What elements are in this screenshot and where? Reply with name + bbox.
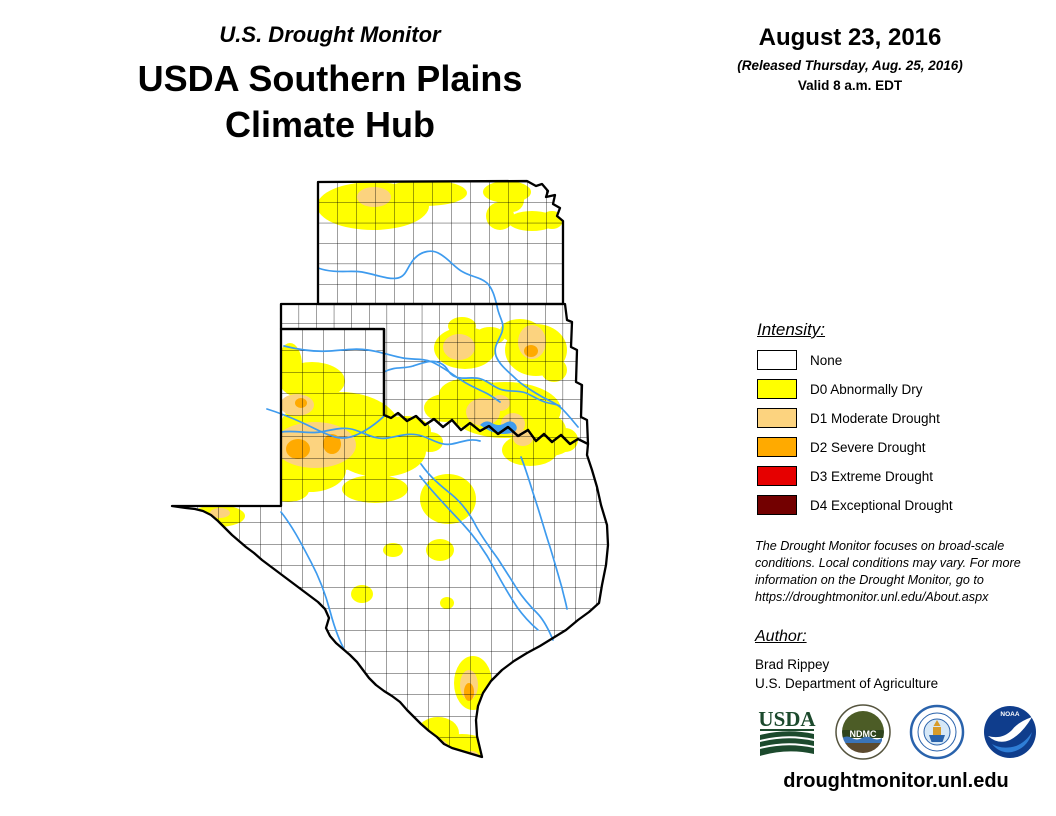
- page-title-line2: Climate Hub: [224, 104, 436, 145]
- author-name: Brad Rippey: [755, 657, 830, 672]
- legend-row-d2: D2 Severe Drought: [757, 437, 1049, 457]
- legend-heading: Intensity:: [757, 320, 826, 339]
- state-borders: [170, 179, 610, 759]
- legend-row-d1: D1 Moderate Drought: [757, 408, 1049, 428]
- swatch-none: [757, 350, 797, 370]
- website-url: droughtmonitor.unl.edu: [783, 770, 1009, 792]
- legend-label: D2 Severe Drought: [810, 439, 926, 455]
- rivers: [266, 250, 579, 650]
- map-date: August 23, 2016: [758, 24, 942, 51]
- page-title-line1: USDA Southern Plains: [137, 58, 523, 99]
- county-grid: [172, 181, 608, 757]
- legend-row-d3: D3 Extreme Drought: [757, 466, 1049, 486]
- title-block: U.S. Drought Monitor USDA Southern Plain…: [75, 22, 585, 148]
- legend-label: D3 Extreme Drought: [810, 468, 934, 484]
- state-texas: [170, 327, 610, 759]
- swatch-d4: [757, 495, 797, 515]
- author-heading: Author:: [755, 628, 807, 645]
- release-date: (Released Thursday, Aug. 25, 2016): [737, 58, 963, 73]
- author-org: U.S. Department of Agriculture: [755, 676, 939, 691]
- date-block: August 23, 2016 (Released Thursday, Aug.…: [700, 24, 1000, 93]
- usda-logo: USDA: [756, 706, 818, 763]
- intensity-legend: Intensity: None D0 Abnormally Dry D1 Mod…: [757, 320, 1049, 524]
- agency-logos: USDA NDMC: [756, 704, 1038, 765]
- program-title: U.S. Drought Monitor: [219, 22, 441, 47]
- legend-label: D0 Abnormally Dry: [810, 381, 923, 397]
- legend-row-d4: D4 Exceptional Drought: [757, 495, 1049, 515]
- legend-row-none: None: [757, 350, 1049, 370]
- legend-label: D4 Exceptional Drought: [810, 497, 953, 513]
- valid-time: Valid 8 a.m. EDT: [797, 78, 903, 93]
- disclaimer-text: The Drought Monitor focuses on broad-sca…: [755, 539, 1021, 604]
- swatch-d2: [757, 437, 797, 457]
- author-block: Author: Brad Rippey U.S. Department of A…: [755, 628, 1037, 693]
- ndmc-logo-text: NDMC: [850, 729, 877, 739]
- legend-row-d0: D0 Abnormally Dry: [757, 379, 1049, 399]
- swatch-d3: [757, 466, 797, 486]
- legend-label: D1 Moderate Drought: [810, 410, 940, 426]
- swatch-d1: [757, 408, 797, 428]
- legend-label: None: [810, 352, 843, 368]
- noaa-logo-text: NOAA: [1000, 711, 1019, 718]
- commerce-seal: [909, 704, 965, 765]
- lake-texoma: [480, 421, 517, 434]
- page-title: USDA Southern Plains Climate Hub: [75, 56, 585, 148]
- usda-logo-text: USDA: [758, 707, 816, 731]
- noaa-logo: NOAA: [982, 704, 1038, 765]
- swatch-d0: [757, 379, 797, 399]
- ndmc-logo: NDMC: [835, 704, 892, 765]
- state-kansas: [316, 179, 565, 306]
